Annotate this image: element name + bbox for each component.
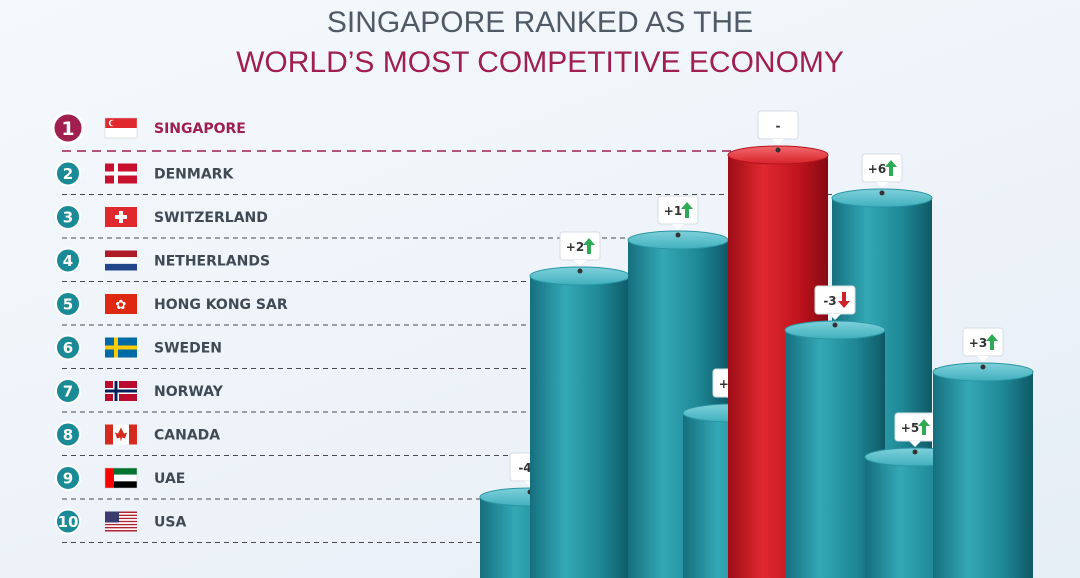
hong-kong-flag: ✿ [105,294,137,314]
change-value: +3 [969,336,987,350]
rank-number: 5 [63,296,73,314]
change-value: - [776,119,781,133]
bar-sweden: +3 [932,327,1034,578]
bar-top [932,362,1034,382]
rank-row-canada: 8 CANADA [55,421,220,448]
usa-flag [105,511,137,532]
country-name: SINGAPORE [154,121,246,137]
change-callout: - [757,110,799,153]
country-name: SWITZERLAND [154,210,268,226]
arrow-up-icon [583,238,595,254]
rank-badge [55,291,81,317]
arrow-up-icon [986,334,998,350]
rank-row-switzerland: 3 SWITZERLAND [55,204,268,230]
rank-row-netherlands: 4 NETHERLANDS [55,247,270,274]
bar-top [784,320,886,340]
rank-number: 10 [58,513,79,531]
rank-badge [51,111,85,145]
country-name: NORWAY [154,384,224,400]
country-name: HONG KONG SAR [154,297,288,313]
rank-badge [55,378,81,404]
rank-badge [55,204,81,230]
rank-badge [55,247,81,274]
arrow-up-icon [885,160,897,176]
svg-text:✿: ✿ [116,298,127,313]
arrow-down-icon [838,292,850,308]
change-value: -3 [823,294,836,308]
change-value: +1 [664,204,682,218]
uae-flag [104,467,138,489]
rank-row-sweden: 6 SWEDEN [55,334,222,361]
rank-badge [55,465,81,491]
country-name: DENMARK [154,167,234,183]
bar-top [831,188,933,208]
country-name: UAE [154,471,185,487]
change-callout: +3 [962,327,1004,370]
rank-number: 3 [63,209,73,227]
bar-body [933,372,1033,578]
change-value: -4 [518,461,531,475]
rank-number: 8 [63,426,73,444]
rank-row-norway: 7 NORWAY [55,378,224,404]
denmark-flag [105,163,137,184]
country-name: USA [154,515,186,531]
rank-badge [55,334,81,361]
rank-number: 1 [61,118,74,140]
change-value: +2 [566,240,584,254]
change-callout: -3 [814,285,856,328]
rank-number: 4 [63,252,73,270]
arrow-up-icon [918,419,930,435]
switzerland-flag [105,207,137,227]
rank-number: 9 [63,470,73,488]
bar-body [530,276,630,578]
singapore-flag [104,117,138,139]
rank-number: 7 [63,383,73,401]
rank-row-singapore: 1 SINGAPORE [51,111,246,145]
country-name: NETHERLANDS [154,254,270,270]
rank-row-hong-kong-sar: 5 ✿ HONG KONG SAR [55,291,288,317]
rank-row-usa: 10 USA [55,508,186,535]
change-callout: +1 [657,195,699,238]
rank-badge [55,160,81,187]
rank-number: 2 [63,165,73,183]
country-name: CANADA [154,428,220,444]
norway-flag [105,381,137,401]
canada-flag [105,424,137,445]
change-callout: +6 [861,153,903,196]
rank-row-denmark: 2 DENMARK [55,160,234,187]
bar-netherlands: +2 [529,231,631,578]
bar-top [727,145,829,165]
change-value: +6 [868,162,886,176]
title-line-1: SINGAPORE RANKED AS THE [326,6,754,39]
country-name: SWEDEN [154,341,222,357]
netherlands-flag [105,250,137,271]
title-line-2: WORLD’S MOST COMPETITIVE ECONOMY [236,46,844,79]
rank-row-uae: 9 UAE [55,465,185,491]
arrow-up-icon [681,202,693,218]
rank-badge [55,421,81,448]
sweden-flag [105,337,137,358]
change-callout: +2 [559,231,601,274]
change-value: +5 [901,421,919,435]
rank-badge [55,508,81,535]
rank-number: 6 [63,339,73,357]
